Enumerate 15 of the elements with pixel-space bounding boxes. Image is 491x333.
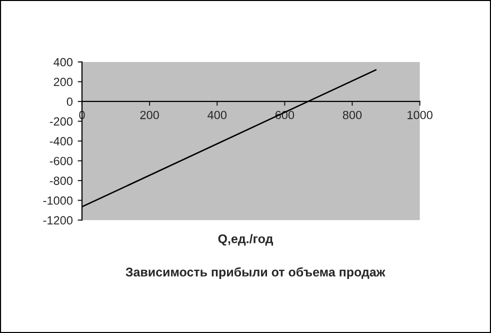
x-tick-label: 800 (342, 110, 362, 120)
text: Зависимость прибыли от объема продаж (126, 267, 386, 279)
x-tick-label: 1000 (408, 110, 432, 120)
x-axis-title: Q,ед./год (218, 234, 273, 246)
y-tick-label: -400 (50, 137, 73, 146)
y-tick-label: -600 (50, 156, 73, 166)
x-tick-label: 400 (208, 110, 227, 120)
y-tick-label: 400 (54, 58, 73, 66)
y-tick-label: -1000 (43, 196, 73, 205)
y-tick-label: 200 (54, 78, 73, 86)
y-tick-label: 0 (66, 98, 73, 106)
x-tick-label: 200 (140, 110, 159, 120)
y-tick-label: -1200 (43, 216, 73, 225)
y-tick-label: -200 (50, 117, 73, 126)
y-tick-label: -800 (50, 176, 73, 185)
